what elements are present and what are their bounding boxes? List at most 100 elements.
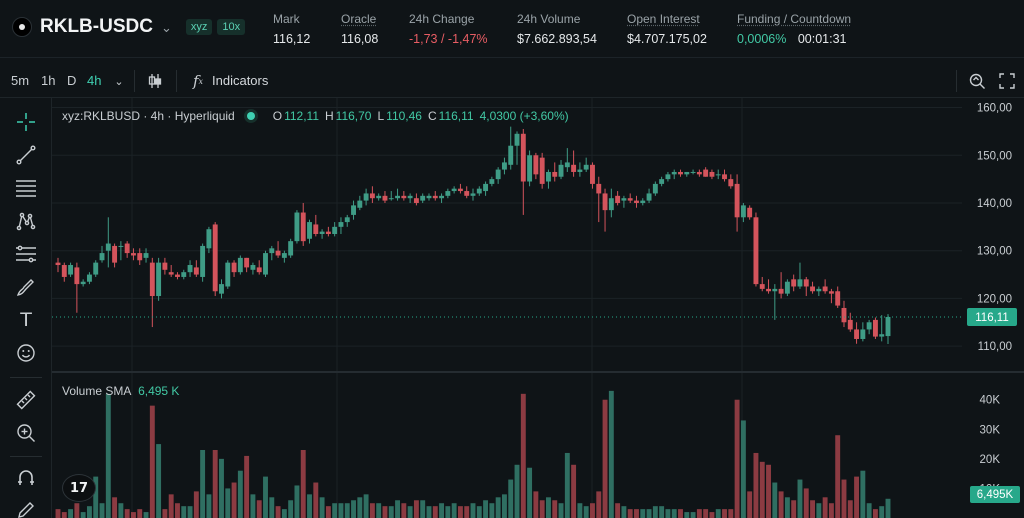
pattern-icon[interactable]: [14, 209, 38, 233]
candle-body: [652, 183, 658, 194]
volume-bar: [696, 509, 702, 518]
candle-body: [131, 253, 136, 256]
ruler-icon[interactable]: [14, 388, 38, 412]
chevron-down-icon[interactable]: ⌄: [160, 20, 172, 35]
price-chart[interactable]: 160,00 150,00 140,00 130,00 120,00 110,00 40K 3…: [52, 98, 1024, 518]
volume-bar: [816, 503, 822, 518]
candle-body: [734, 183, 740, 218]
volume-bar: [376, 503, 382, 518]
volume-bar: [275, 506, 281, 518]
volume-bar: [596, 491, 602, 518]
candle-body: [879, 334, 885, 337]
volume-bar: [495, 497, 501, 518]
timeframe-4h[interactable]: 4h: [87, 73, 102, 88]
magnet-icon[interactable]: [14, 466, 38, 490]
volume-bar: [395, 500, 400, 518]
candle-body: [722, 174, 727, 180]
candle-body: [508, 145, 514, 165]
volume-bar: [621, 506, 627, 518]
crosshair-icon[interactable]: [14, 110, 38, 134]
volume-bar: [237, 470, 243, 518]
legend-open: 112,11: [284, 109, 319, 123]
volume-bar: [772, 482, 778, 518]
text-icon[interactable]: T: [20, 309, 32, 331]
coin-logo: [12, 17, 32, 37]
pair-name: RKLB-USDC: [40, 16, 153, 37]
candles-icon[interactable]: [144, 70, 166, 92]
volume-bar: [256, 500, 262, 518]
fullscreen-icon[interactable]: [996, 70, 1018, 92]
candle-body: [772, 288, 778, 292]
volume-bar: [803, 488, 809, 518]
volume-bar: [797, 479, 803, 518]
trend-line-icon[interactable]: [14, 143, 38, 167]
chart-canvas[interactable]: 160,00 150,00 140,00 130,00 120,00 110,00 40K 3…: [52, 98, 1024, 518]
fib-icon[interactable]: [14, 242, 38, 266]
candle-body: [382, 195, 388, 201]
stat-24h-volume: 24h Volume $7.662.893,54: [517, 12, 597, 46]
candle-body: [483, 183, 489, 192]
volume-bar: [432, 506, 438, 518]
volume-bar: [879, 506, 885, 518]
volume-bar: [646, 509, 652, 518]
pencil-icon[interactable]: [14, 498, 38, 518]
horizontal-lines-icon[interactable]: [14, 176, 38, 200]
candle-body: [275, 250, 281, 256]
volume-bar: [552, 500, 558, 518]
candle-body: [200, 245, 206, 277]
volume-bar: [401, 503, 407, 518]
timeframe-1h[interactable]: 1h: [41, 73, 56, 88]
zoom-in-icon[interactable]: [14, 421, 38, 445]
candle-body: [376, 195, 382, 199]
volume-bar: [684, 512, 690, 518]
emoji-icon[interactable]: [14, 341, 38, 365]
volume-bar: [778, 491, 784, 518]
candle-body: [187, 265, 193, 273]
candle-body: [250, 265, 256, 270]
stat-value: 116,12: [273, 32, 311, 46]
chevron-down-icon[interactable]: ⌄: [114, 75, 124, 88]
divider: [956, 70, 957, 92]
timeframe-d[interactable]: D: [67, 73, 77, 88]
candle-body: [407, 195, 413, 199]
candle-body: [558, 164, 564, 177]
candle-body: [847, 319, 853, 330]
volume-bar: [143, 512, 149, 518]
indicators-button[interactable]: Indicators: [212, 73, 269, 88]
candle-body: [816, 288, 822, 292]
candle-body: [99, 253, 105, 261]
candle-body: [175, 274, 180, 277]
candle-body: [501, 162, 507, 170]
pair-selector[interactable]: RKLB-USDC ⌄ xyz 10x: [12, 16, 250, 38]
timeframe-5m[interactable]: 5m: [11, 73, 30, 88]
current-volume-tag: [970, 486, 1020, 503]
volume-bar: [61, 512, 67, 518]
candle-body: [451, 188, 457, 192]
volume-bar: [546, 497, 551, 518]
price-tick-label: 130,00: [977, 246, 1012, 258]
candle-body: [564, 162, 570, 168]
volume-bar: [413, 500, 419, 518]
candle-body: [552, 171, 558, 177]
candle-body: [244, 257, 250, 268]
candle-body: [872, 319, 878, 337]
divider: [10, 456, 42, 457]
volume-bar: [281, 509, 287, 518]
volume-bar: [791, 500, 797, 518]
brush-icon[interactable]: [14, 275, 38, 299]
volume-bar: [665, 509, 671, 518]
candle-body: [885, 316, 891, 337]
tradingview-logo[interactable]: 17: [62, 474, 96, 502]
volume-bar: [590, 503, 595, 518]
candle-body: [621, 198, 627, 201]
volume-bar: [131, 512, 136, 518]
legend-c-label: C: [427, 109, 437, 123]
zoom-icon[interactable]: [966, 70, 988, 92]
candle-body: [822, 286, 828, 292]
volume-bar: [728, 509, 734, 518]
candle-body: [696, 171, 702, 175]
volume-bar: [640, 509, 646, 518]
candle-body: [835, 291, 841, 306]
market-header: RKLB-USDC ⌄ xyz 10x Mark 116,12 Oracle 1…: [0, 0, 1024, 58]
